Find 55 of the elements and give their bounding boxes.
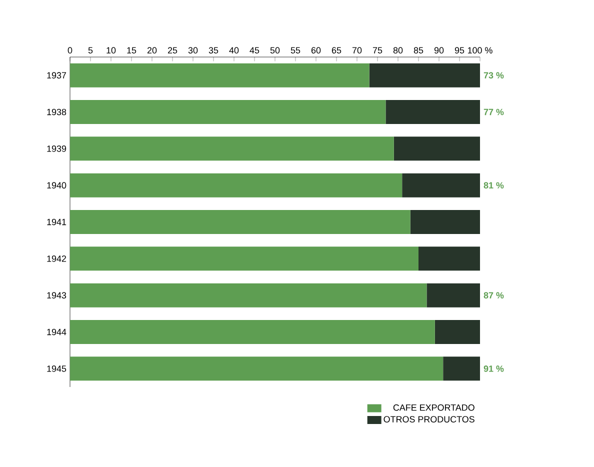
x-tick-label: 45 (250, 47, 260, 54)
bar (70, 173, 402, 198)
x-tick-label: 5 (88, 47, 93, 54)
bar (70, 246, 419, 271)
x-tick-label: 0 (68, 47, 72, 54)
y-tick-label: 1945 (47, 365, 66, 372)
x-tick-label: 25 (168, 47, 178, 54)
bar (70, 210, 410, 234)
bar (418, 246, 480, 271)
bar (410, 210, 480, 234)
y-tick-label: 1938 (47, 108, 66, 116)
x-tick-label: 15 (127, 47, 136, 54)
bar (434, 320, 480, 344)
bar (402, 173, 480, 198)
bar (386, 100, 480, 124)
bar (443, 356, 480, 381)
x-tick-label: 90 (434, 47, 444, 54)
bar (70, 100, 386, 124)
bar (70, 356, 444, 381)
x-tick-label: 85 (414, 47, 424, 54)
data-label: 91 % (484, 365, 504, 372)
x-tick-label: 80 (393, 47, 403, 54)
data-label: 77 % (484, 108, 504, 116)
x-tick-label: 65 (332, 47, 342, 54)
x-tick-label: 60 (311, 47, 321, 54)
x-tick-label: 95 (454, 47, 464, 54)
bar (369, 63, 480, 88)
data-label: 87 % (484, 292, 504, 299)
bar (426, 283, 480, 308)
legend-label: CAFE EXPORTADO (393, 404, 474, 411)
bar (70, 320, 435, 344)
bar (70, 283, 427, 308)
legend-label: OTROS PRODUCTOS (384, 416, 474, 422)
y-tick-label: 1940 (47, 182, 66, 189)
y-tick-label: 1944 (47, 328, 66, 336)
bar (70, 63, 370, 88)
x-tick-label: 20 (147, 47, 157, 54)
x-tick-label: 40 (229, 47, 239, 54)
bar (70, 136, 394, 161)
bar (394, 136, 480, 161)
x-tick-label: 35 (208, 47, 218, 54)
x-tick-label: 50 (270, 47, 280, 54)
x-tick-label: 30 (188, 47, 198, 54)
y-tick-label: 1939 (47, 145, 66, 152)
y-tick-label: 1937 (47, 72, 66, 79)
x-tick-label: 55 (290, 47, 300, 54)
x-tick-label: 100 % (468, 47, 492, 54)
y-tick-label: 1942 (47, 255, 66, 262)
x-tick-label: 10 (106, 47, 116, 54)
y-tick-label: 1943 (47, 292, 66, 299)
x-tick-label: 70 (352, 47, 362, 54)
y-tick-label: 1941 (47, 218, 66, 226)
data-label: 81 % (484, 182, 504, 189)
data-label: 73 % (484, 72, 504, 79)
x-tick-label: 75 (372, 47, 382, 54)
